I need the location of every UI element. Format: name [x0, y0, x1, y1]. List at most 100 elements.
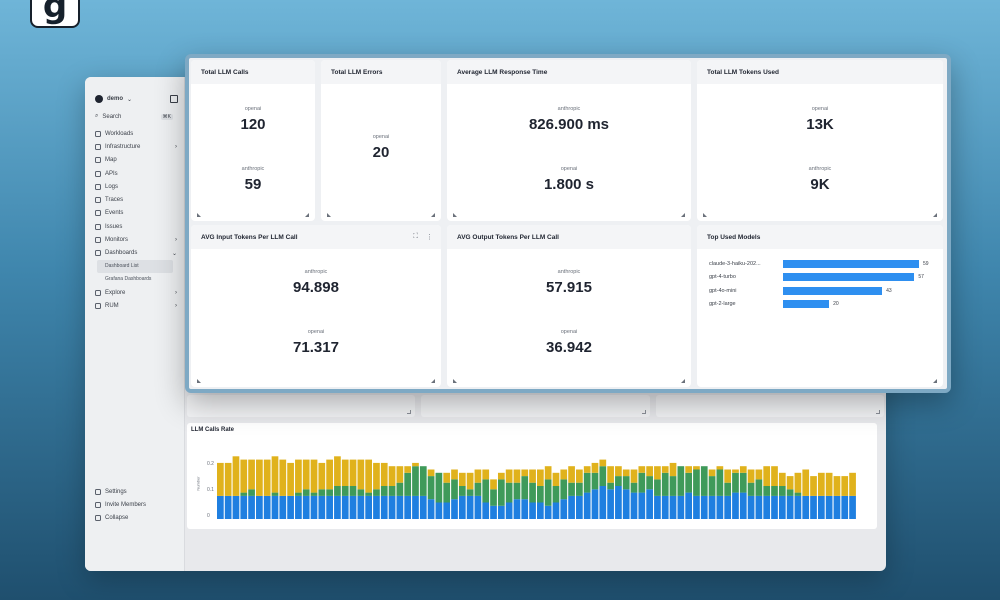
bar-segment	[841, 476, 849, 496]
invite-icon	[95, 501, 101, 508]
stat-value: 59	[244, 176, 262, 193]
resize-handle-icon[interactable]	[933, 213, 937, 217]
resize-handle-icon[interactable]	[407, 410, 412, 414]
bar-segment	[786, 495, 794, 519]
bar-segment	[786, 489, 794, 496]
stat-label: openai	[560, 329, 578, 335]
bar-segment	[544, 479, 552, 506]
bar-segment	[661, 466, 669, 473]
drag-handle-icon[interactable]	[197, 213, 201, 217]
sidebar-item-explore[interactable]: Explore ›	[93, 286, 177, 299]
bar-segment	[404, 466, 412, 473]
sidebar-item-events[interactable]: Events	[93, 207, 177, 220]
sidebar-item-collapse[interactable]: Collapse	[93, 512, 177, 525]
drag-handle-icon[interactable]	[703, 213, 707, 217]
chevron-icon: ⌄	[171, 250, 177, 257]
bar-segment	[739, 466, 747, 473]
sidebar-search[interactable]: ⌕ Search ⌘K	[93, 111, 173, 122]
bar-segment	[224, 495, 232, 519]
sidebar-item-map[interactable]: Map	[93, 154, 177, 167]
bar-segment	[724, 469, 732, 483]
bar-segment	[380, 486, 388, 496]
bar-segment	[708, 476, 716, 496]
bar-segment	[474, 469, 482, 483]
bar-segment	[427, 476, 435, 500]
sidebar-subitem-grafana-dashboards[interactable]: Grafana Dashboards	[105, 276, 152, 283]
bar-segment	[591, 472, 599, 490]
bar-segment	[271, 456, 279, 493]
resize-handle-icon[interactable]	[681, 213, 685, 217]
bar-segment	[583, 492, 591, 519]
bar-segment	[302, 459, 310, 490]
bar-segment	[576, 482, 583, 496]
bar-segment	[365, 492, 372, 496]
bar-segment	[302, 495, 310, 519]
sidebar-item-monitors[interactable]: Monitors ›	[93, 233, 177, 246]
drag-handle-icon[interactable]	[453, 379, 457, 383]
sidebar-item-workloads[interactable]: Workloads	[93, 127, 177, 140]
bar-segment	[599, 466, 607, 486]
expand-icon[interactable]: ⛶	[413, 233, 418, 240]
bar-segment	[318, 462, 326, 490]
model-name: gpt-2-large	[709, 301, 736, 308]
model-bar	[783, 300, 830, 309]
sidebar-subitem-dashboard-list[interactable]: Dashboard List	[97, 259, 173, 273]
bar-segment	[435, 472, 443, 503]
bar-segment	[458, 472, 466, 486]
sidebar-item-rum[interactable]: RUM ›	[93, 299, 177, 312]
bar-segment	[646, 466, 653, 477]
bar-segment	[388, 466, 396, 486]
bar-segment	[599, 459, 607, 467]
sidebar-item-label: RUM	[105, 302, 119, 309]
drag-handle-icon[interactable]	[327, 213, 331, 217]
bar-segment	[451, 469, 458, 480]
sidebar-item-infrastructure[interactable]: Infrastructure ›	[93, 140, 177, 153]
sidebar-item-logs[interactable]: Logs	[93, 180, 177, 193]
bar-segment	[388, 495, 396, 519]
sidebar-item-label: Dashboards	[105, 250, 138, 257]
resize-handle-icon[interactable]	[431, 213, 435, 217]
sidebar-item-settings[interactable]: Settings	[93, 485, 177, 498]
drag-handle-icon[interactable]	[197, 379, 201, 383]
resize-handle-icon[interactable]	[875, 410, 880, 414]
bar-segment	[310, 492, 318, 496]
bar-segment	[685, 472, 692, 493]
bar-segment	[560, 499, 568, 519]
search-shortcut: ⌘K	[160, 113, 173, 120]
bar-segment	[661, 495, 669, 519]
stat-label: anthropic	[304, 269, 328, 275]
layout-icon[interactable]	[170, 95, 178, 103]
bar-segment	[591, 489, 599, 519]
bar-segment	[419, 495, 427, 519]
sidebar-item-dashboards[interactable]: Dashboards ⌄	[93, 247, 177, 260]
bar-segment	[396, 495, 404, 519]
org-switcher[interactable]: demo ⌄	[95, 93, 178, 105]
search-label: Search	[102, 113, 122, 120]
model-row: gpt-4o-mini 43	[709, 284, 933, 298]
panel-title: Average LLM Response Time	[447, 60, 691, 84]
resize-handle-icon[interactable]	[641, 410, 646, 414]
stat-label: anthropic	[808, 166, 832, 172]
resize-handle-icon[interactable]	[305, 213, 309, 217]
bar-segment	[732, 492, 739, 519]
sidebar-item-issues[interactable]: Issues	[93, 220, 177, 233]
sidebar-item-label: Invite Members	[105, 501, 147, 508]
bar-segment	[716, 469, 724, 496]
panel-avg-output-tokens: AVG Output Tokens Per LLM Call anthropic…	[447, 225, 691, 387]
bar-segment	[466, 489, 474, 496]
bar-segment	[365, 459, 372, 493]
events-icon	[95, 210, 101, 217]
resize-handle-icon[interactable]	[681, 379, 685, 383]
bar-segment	[505, 482, 513, 503]
panel-top-used-models: Top Used Models claude-3-haiku-202... 59 g…	[697, 225, 943, 387]
resize-handle-icon[interactable]	[933, 379, 937, 383]
sidebar-item-invite-members[interactable]: Invite Members	[93, 498, 177, 511]
sidebar-item-traces[interactable]: Traces	[93, 193, 177, 206]
bar-segment	[380, 495, 388, 519]
drag-handle-icon[interactable]	[453, 213, 457, 217]
resize-handle-icon[interactable]	[431, 379, 435, 383]
bar-segment	[646, 489, 653, 519]
more-icon[interactable]: ⋮	[426, 234, 433, 241]
bar-segment	[287, 462, 294, 496]
sidebar-item-apis[interactable]: APIs	[93, 167, 177, 180]
